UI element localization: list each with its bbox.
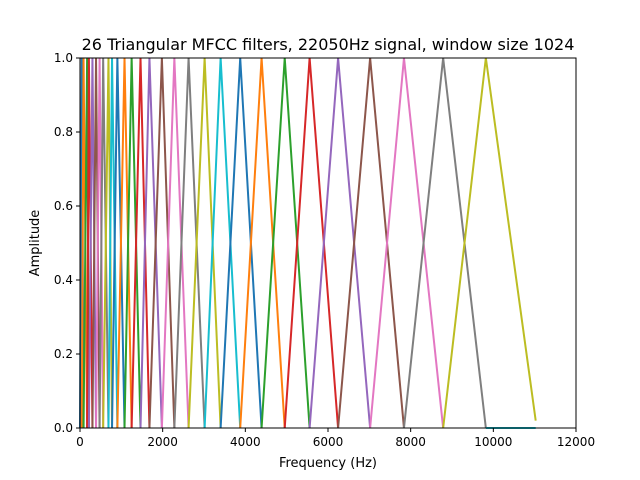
y-tick-label: 0.0 [54, 421, 73, 435]
x-tick-label: 0 [76, 435, 84, 449]
x-tick-label: 4000 [230, 435, 261, 449]
y-tick-label: 1.0 [54, 51, 73, 65]
x-tick-label: 12000 [557, 435, 595, 449]
chart-title: 26 Triangular MFCC filters, 22050Hz sign… [82, 35, 575, 54]
plot-area-background [80, 58, 576, 428]
y-tick-label: 0.4 [54, 273, 73, 287]
x-tick-label: 10000 [474, 435, 512, 449]
x-tick-label: 6000 [313, 435, 344, 449]
x-axis-label: Frequency (Hz) [279, 456, 377, 471]
x-tick-label: 8000 [395, 435, 426, 449]
y-tick-label: 0.6 [54, 199, 73, 213]
y-axis-label: Amplitude [28, 210, 43, 277]
x-tick-label: 2000 [147, 435, 178, 449]
y-tick-label: 0.8 [54, 125, 73, 139]
y-tick-label: 0.2 [54, 347, 73, 361]
axis-ticks: 0 2000 4000 6000 8000 10000 12000 0.0 0.2 0.4 0.6 0… [54, 51, 595, 449]
